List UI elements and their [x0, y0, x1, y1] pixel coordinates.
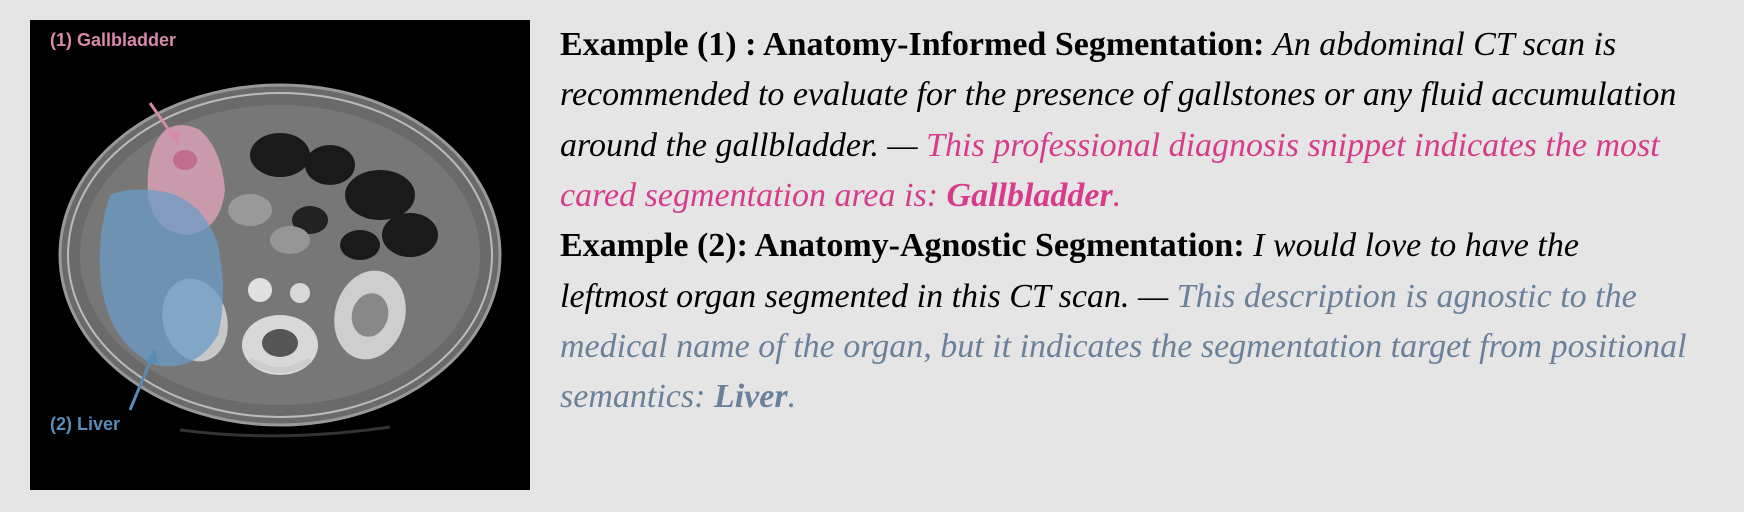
example-2-paragraph: Example (2): Anatomy-Agnostic Segmentati… — [560, 221, 1694, 422]
liver-label: (2) Liver — [50, 414, 120, 435]
example1-title: Example (1) : Anatomy-Informed Segmentat… — [560, 26, 1273, 63]
example2-period: . — [788, 378, 797, 415]
example1-period: . — [1113, 177, 1122, 214]
text-panel: Example (1) : Anatomy-Informed Segmentat… — [560, 20, 1714, 492]
ct-image-panel: (1) Gallbladder (2) Liver — [30, 20, 530, 492]
ct-scan-image: (1) Gallbladder (2) Liver — [30, 20, 530, 490]
example2-target: Liver — [714, 378, 788, 415]
gallbladder-label: (1) Gallbladder — [50, 30, 176, 51]
example-1-paragraph: Example (1) : Anatomy-Informed Segmentat… — [560, 20, 1694, 221]
example2-title: Example (2): Anatomy-Agnostic Segmentati… — [560, 227, 1253, 264]
example1-target: Gallbladder — [947, 177, 1113, 214]
ct-scan-svg — [50, 65, 510, 445]
